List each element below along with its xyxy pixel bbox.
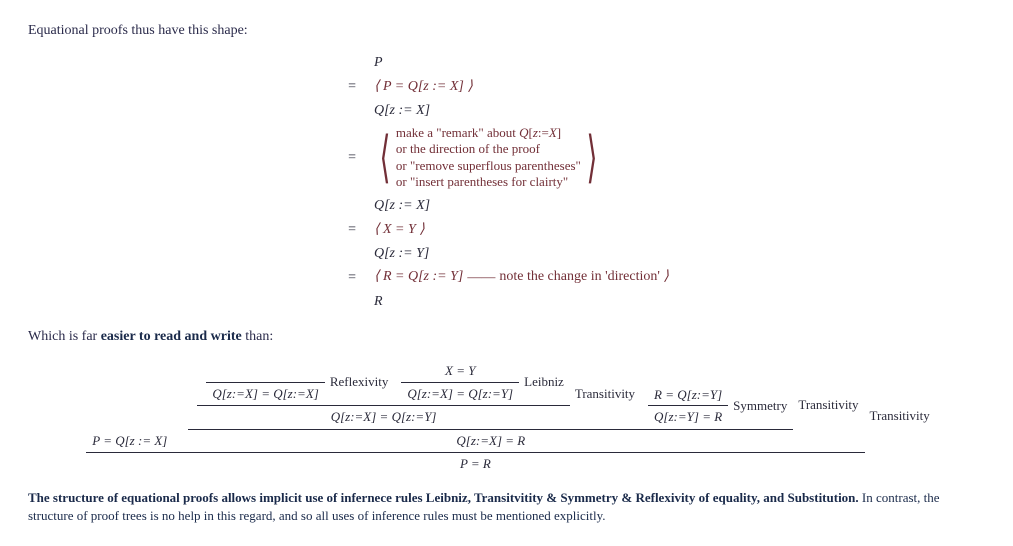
proof-tree: P = Q[z := X] — [28, 357, 985, 475]
calc-hint: ⟨ X = Y ⟩ — [374, 219, 425, 240]
calc-hint: ⟨ P = Q[z := X] ⟩ — [374, 76, 473, 97]
calc-big-hint: ⟨ make a "remark" about Q[z:=X] or the d… — [374, 123, 603, 192]
calc-hint: ⟨ R = Q[z := Y]——note the change in 'dir… — [374, 266, 669, 287]
calc-term: Q[z := X] — [374, 195, 430, 216]
tree-left-hypothesis: P = Q[z := X] — [92, 431, 175, 451]
rule-transitivity: Transitivity — [868, 406, 930, 426]
intro-text: Equational proofs thus have this shape: — [28, 20, 985, 41]
calc-term: R — [374, 291, 383, 312]
rule-symmetry: Symmetry — [731, 396, 787, 416]
rule-reflexivity: Reflexivity — [328, 372, 389, 392]
calculational-proof: P =⟨ P = Q[z := X] ⟩ Q[z := X] = ⟨ make … — [328, 51, 985, 312]
calc-term: P — [374, 52, 383, 73]
conclusion-text: The structure of equational proofs allow… — [28, 489, 985, 527]
mid-text: Which is far easier to read and write th… — [28, 326, 985, 347]
calc-term: Q[z := Y] — [374, 243, 429, 264]
calc-term: Q[z := X] — [374, 100, 430, 121]
rule-transitivity: Transitivity — [796, 395, 858, 415]
rule-leibniz: Leibniz — [522, 372, 564, 392]
rule-transitivity: Transitivity — [573, 384, 635, 404]
